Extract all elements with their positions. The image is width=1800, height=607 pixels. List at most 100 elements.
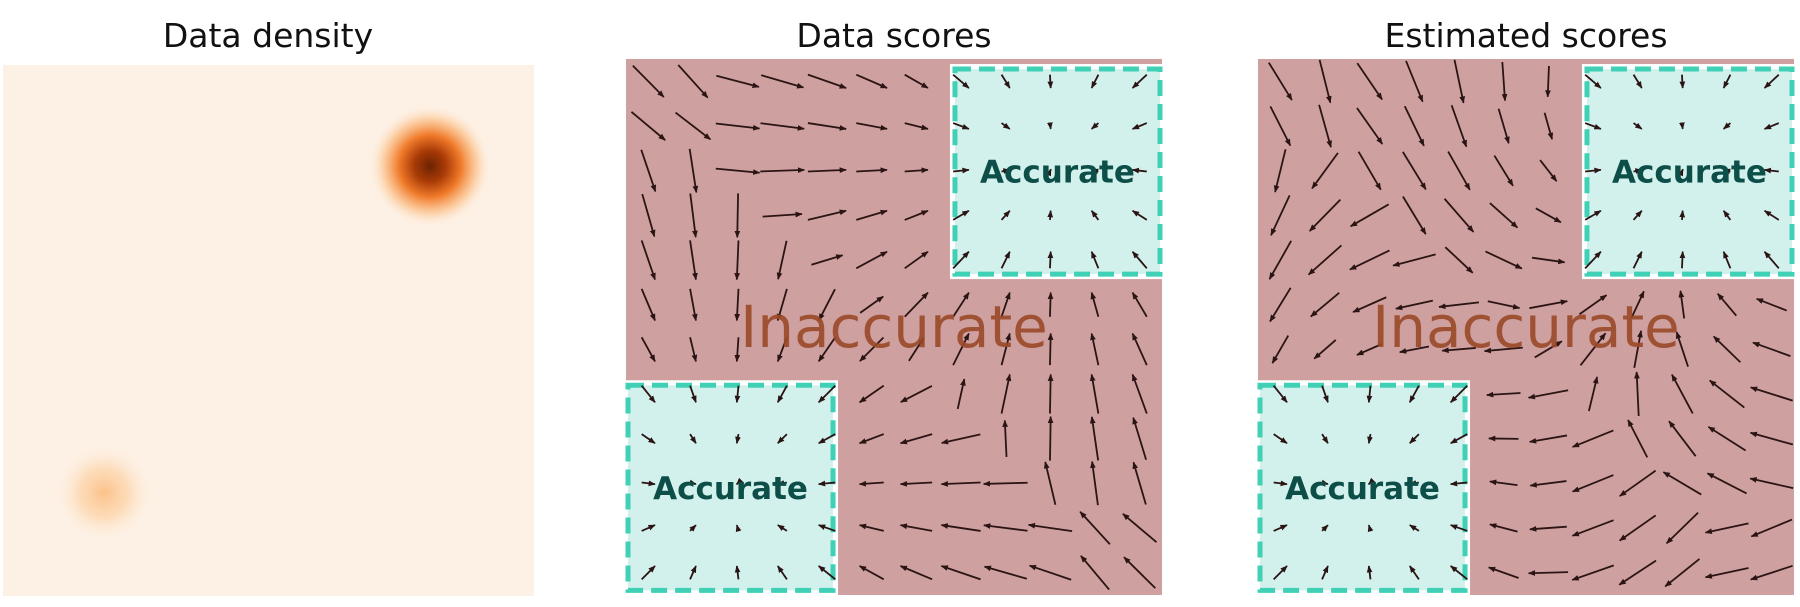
score-arrow xyxy=(856,209,888,221)
score-arrow xyxy=(1091,122,1099,130)
score-arrow xyxy=(1529,525,1567,532)
score-arrow xyxy=(1618,559,1657,586)
score-arrow xyxy=(640,288,656,322)
score-arrow xyxy=(1588,376,1599,412)
score-arrow xyxy=(1584,251,1602,269)
score-arrow xyxy=(1043,461,1057,505)
score-arrow xyxy=(956,378,966,410)
score-arrow xyxy=(1321,385,1329,404)
score-arrow xyxy=(762,211,803,218)
score-arrow xyxy=(1089,373,1100,414)
score-arrow xyxy=(1531,256,1566,265)
accurate-label: Accurate xyxy=(653,471,808,507)
inaccurate-label: Inaccurate xyxy=(740,293,1048,361)
score-arrow xyxy=(630,111,666,141)
score-arrow xyxy=(899,480,933,487)
score-arrow xyxy=(641,433,656,444)
score-arrow xyxy=(1633,168,1643,174)
data-scores-title: Data scores xyxy=(796,16,992,55)
score-arrow xyxy=(1755,297,1788,312)
accurate-region xyxy=(952,66,1163,277)
score-arrow xyxy=(807,209,847,221)
score-arrow xyxy=(1585,167,1602,174)
accurate-region xyxy=(625,382,836,593)
score-arrow xyxy=(1045,168,1052,177)
score-arrow xyxy=(1717,293,1737,317)
score-arrow xyxy=(940,433,981,445)
score-arrow xyxy=(1131,74,1148,89)
score-arrow xyxy=(689,240,698,281)
score-arrow xyxy=(1571,429,1614,448)
score-arrow xyxy=(1722,210,1732,221)
score-arrow xyxy=(1488,566,1519,579)
score-arrow xyxy=(1722,251,1732,269)
score-arrow xyxy=(688,479,697,486)
score-arrow xyxy=(1671,373,1694,414)
score-arrow xyxy=(858,433,885,445)
score-arrow xyxy=(1132,416,1147,460)
score-arrow xyxy=(1704,567,1749,579)
score-arrow xyxy=(1366,565,1373,580)
score-arrow xyxy=(760,167,806,173)
score-arrow xyxy=(1630,290,1645,319)
score-arrow xyxy=(689,433,697,444)
density-mode-major xyxy=(368,104,492,228)
score-arrow xyxy=(1349,249,1390,271)
score-arrow xyxy=(1763,210,1780,221)
score-arrow xyxy=(1272,385,1288,403)
score-arrow xyxy=(1047,332,1054,366)
score-arrow xyxy=(1402,151,1427,191)
score-arrow xyxy=(1706,472,1747,495)
score-arrow xyxy=(1450,565,1468,581)
score-arrow xyxy=(818,385,836,403)
score-arrow xyxy=(1273,524,1288,532)
score-arrow xyxy=(1001,168,1011,174)
score-arrow xyxy=(1584,73,1602,89)
score-arrow xyxy=(1320,479,1329,486)
score-arrow xyxy=(858,384,885,404)
score-arrow xyxy=(983,523,1028,532)
score-arrow xyxy=(899,433,933,445)
score-arrow xyxy=(1131,332,1148,366)
score-arrow xyxy=(940,481,981,487)
score-arrow xyxy=(1079,511,1111,545)
score-arrow xyxy=(859,295,884,314)
score-arrow xyxy=(1268,240,1292,280)
score-arrow xyxy=(1535,207,1562,224)
score-arrow xyxy=(1131,251,1148,269)
score-arrow xyxy=(856,122,888,131)
score-arrow xyxy=(1489,479,1518,487)
score-arrow xyxy=(1571,564,1615,581)
score-arrow xyxy=(760,122,805,131)
score-arrow xyxy=(1080,555,1110,591)
score-arrow xyxy=(1486,391,1521,398)
score-arrow xyxy=(952,332,970,366)
score-arrow xyxy=(1749,477,1794,490)
score-arrow xyxy=(1273,149,1287,193)
score-arrow xyxy=(1450,385,1468,403)
score-arrow xyxy=(1709,379,1745,409)
score-arrow xyxy=(1501,62,1508,102)
score-arrow xyxy=(640,149,657,193)
score-arrow xyxy=(1632,251,1643,269)
score-arrow xyxy=(940,523,981,532)
score-arrow xyxy=(1529,299,1568,310)
score-arrow xyxy=(1487,300,1521,310)
score-arrow xyxy=(952,291,970,318)
score-arrow xyxy=(982,480,1028,487)
score-arrow xyxy=(777,480,788,486)
score-arrow xyxy=(689,193,698,238)
score-arrow xyxy=(640,385,656,403)
score-arrow xyxy=(1321,524,1329,532)
score-arrow xyxy=(734,193,741,239)
score-arrow xyxy=(1632,74,1643,89)
score-arrow xyxy=(952,209,970,221)
score-arrow xyxy=(1749,431,1794,446)
score-arrow xyxy=(640,240,656,281)
score-arrow xyxy=(1489,202,1519,229)
score-arrow xyxy=(776,385,788,403)
score-arrow xyxy=(1028,564,1072,581)
score-arrow xyxy=(777,433,788,444)
score-arrow xyxy=(1000,291,1011,318)
score-arrow xyxy=(1310,292,1340,318)
